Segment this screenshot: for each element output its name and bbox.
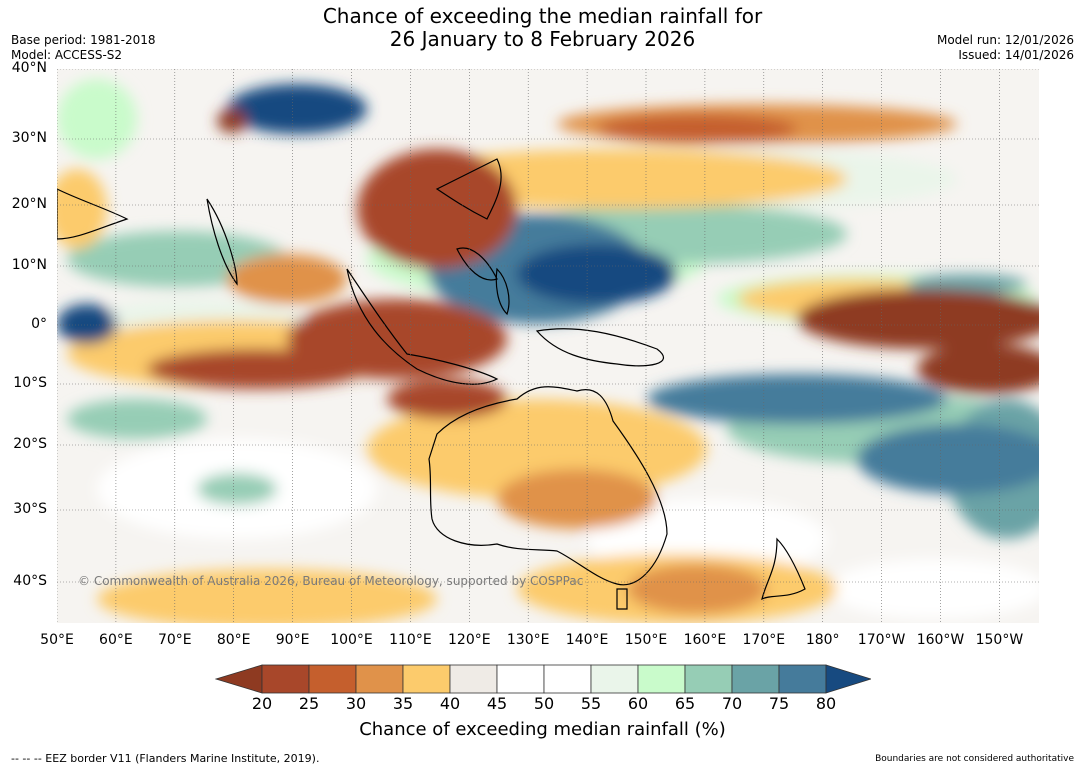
colorbar [215, 664, 871, 694]
colorbar-tick-label: 65 [674, 694, 696, 713]
longitude-label: 80°E [216, 632, 251, 648]
map-title-line2: 26 January to 8 February 2026 [389, 27, 696, 51]
latitude-label: 10°N [11, 257, 47, 273]
colorbar-swatch [731, 664, 780, 694]
eez-border-note: -- -- -- EEZ border V11 (Flanders Marine… [11, 752, 320, 765]
latitude-label: 40°S [13, 573, 47, 589]
longitude-label: 90°E [275, 632, 310, 648]
longitude-label: 180° [805, 632, 840, 648]
colorbar-swatch [449, 664, 498, 694]
longitude-label: 170°E [742, 632, 786, 648]
longitude-label: 160°W [916, 632, 965, 648]
longitude-label: 70°E [157, 632, 192, 648]
colorbar-tick-label: 60 [627, 694, 649, 713]
longitude-label: 160°E [683, 632, 727, 648]
longitude-label: 150°E [624, 632, 668, 648]
latitude-label: 10°S [13, 375, 47, 391]
latitude-label: 0° [31, 316, 47, 332]
longitude-label: 100°E [330, 632, 373, 648]
map-title-line1: Chance of exceeding the median rainfall … [322, 4, 763, 28]
longitude-label: 110°E [389, 632, 432, 648]
colorbar-tick-label: 80 [815, 694, 837, 713]
model-name-text: Model: ACCESS-S2 [11, 48, 123, 62]
colorbar-extend-high [825, 664, 871, 694]
colorbar-swatch [308, 664, 357, 694]
colorbar-swatch [637, 664, 686, 694]
longitude-label: 150°W [975, 632, 1024, 648]
colorbar-swatch [261, 664, 310, 694]
colorbar-swatch [496, 664, 545, 694]
colorbar-tick-label: 25 [298, 694, 320, 713]
boundaries-note: Boundaries are not considered authoritat… [875, 754, 1074, 764]
colorbar-tick-label: 40 [439, 694, 461, 713]
colorbar-title: Chance of exceeding median rainfall (%) [359, 719, 726, 740]
colorbar-swatch [590, 664, 639, 694]
colorbar-tick-label: 75 [768, 694, 790, 713]
rainfall-shading [57, 79, 1039, 623]
latitude-label: 20°N [11, 196, 47, 212]
longitude-label: 120°E [448, 632, 491, 648]
colorbar-tick-label: 55 [580, 694, 602, 713]
graticule [57, 69, 1039, 623]
colorbar-extend-low [215, 664, 263, 694]
colorbar-tick-label: 30 [345, 694, 367, 713]
longitude-label: 140°E [565, 632, 609, 648]
longitude-label: 60°E [99, 632, 133, 648]
issued-date-text: Issued: 14/01/2026 [958, 48, 1074, 62]
colorbar-swatch [543, 664, 592, 694]
colorbar-tick-label: 70 [721, 694, 743, 713]
colorbar-tick-label: 45 [486, 694, 508, 713]
colorbar-tick-label: 35 [392, 694, 414, 713]
latitude-label: 20°S [13, 436, 47, 452]
colorbar-swatch [778, 664, 827, 694]
colorbar-tick-label: 20 [251, 694, 273, 713]
longitude-label: 170°W [857, 632, 906, 648]
latitude-label: 30°N [11, 130, 47, 146]
latitude-label: 30°S [13, 501, 47, 517]
colorbar-swatch [684, 664, 733, 694]
copyright-notice: © Commonwealth of Australia 2026, Bureau… [78, 574, 584, 588]
colorbar-tick-label: 50 [533, 694, 555, 713]
rainfall-probability-map [57, 69, 1039, 623]
latitude-label: 40°N [11, 60, 47, 76]
colorbar-swatch [402, 664, 451, 694]
colorbar-swatch [355, 664, 404, 694]
longitude-label: 50°E [40, 632, 74, 648]
longitude-label: 130°E [506, 632, 550, 648]
base-period-text: Base period: 1981-2018 [11, 33, 156, 47]
model-run-text: Model run: 12/01/2026 [936, 33, 1074, 47]
